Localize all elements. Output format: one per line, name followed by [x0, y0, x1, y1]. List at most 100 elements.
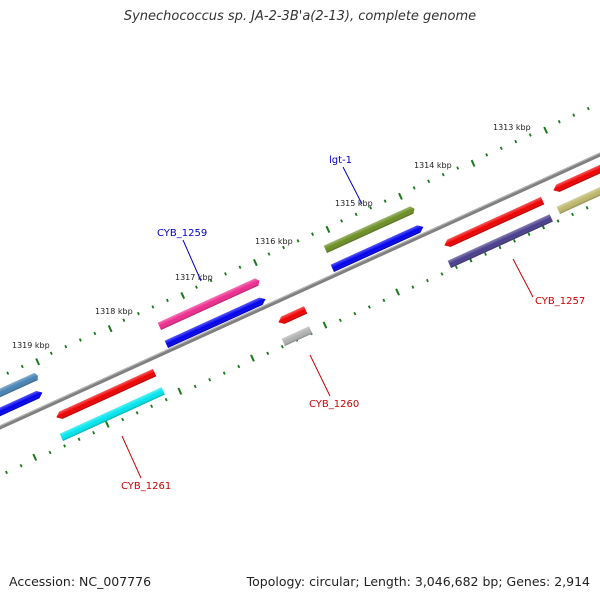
- gene-label-cyb1260[interactable]: CYB_1260: [309, 399, 359, 410]
- upper-major-tick: [252, 258, 258, 267]
- lower-minor-tick: [338, 318, 342, 322]
- lower-minor-tick: [382, 298, 386, 303]
- upper-minor-tick: [412, 186, 416, 190]
- callout-line-cyb1260: [309, 354, 331, 397]
- lower-minor-tick: [77, 437, 81, 442]
- upper-minor-tick: [340, 219, 344, 223]
- upper-minor-tick: [136, 311, 140, 316]
- scale-ticks-lower: [5, 206, 589, 475]
- lower-minor-tick: [556, 219, 560, 223]
- upper-minor-tick: [64, 344, 68, 349]
- lower-minor-tick: [585, 206, 589, 210]
- genome-backbone-highlight: [0, 152, 600, 427]
- upper-major-tick: [180, 291, 186, 300]
- callout-line-cyb1261: [121, 435, 142, 479]
- upper-minor-tick: [557, 120, 561, 124]
- lower-minor-tick: [425, 278, 429, 283]
- callout-line-cyb1259: [182, 239, 202, 282]
- upper-minor-tick: [514, 139, 518, 144]
- upper-minor-tick: [165, 298, 169, 303]
- lower-minor-tick: [19, 464, 23, 468]
- upper-minor-tick: [20, 364, 24, 369]
- upper-minor-tick: [427, 179, 431, 184]
- lower-minor-tick: [121, 417, 125, 422]
- lower-major-tick: [395, 288, 400, 296]
- upper-minor-tick: [296, 239, 300, 243]
- upper-minor-tick: [6, 371, 10, 375]
- lower-minor-tick: [237, 364, 241, 369]
- scale-labels: 1313 kbp 1314 kbp 1315 kbp 1316 kbp 1317…: [12, 123, 531, 350]
- lower-major-tick: [32, 453, 38, 461]
- gene-label-cyb1261[interactable]: CYB_1261: [121, 481, 171, 492]
- gene-blue-lgt1[interactable]: [330, 223, 425, 272]
- lower-minor-tick: [513, 239, 516, 243]
- upper-major-tick: [398, 192, 403, 200]
- scale-ticks-upper: [6, 106, 590, 375]
- lower-minor-tick: [135, 411, 139, 415]
- upper-minor-tick: [354, 212, 358, 217]
- upper-minor-tick: [224, 272, 227, 276]
- lower-minor-tick: [48, 450, 52, 455]
- gene-slate-cyb1257[interactable]: [447, 214, 553, 268]
- upper-minor-tick: [311, 232, 315, 236]
- upper-minor-tick: [151, 305, 155, 309]
- gene-red-cyb1261[interactable]: [55, 368, 157, 421]
- gene-cyan-cyb1261[interactable]: [59, 387, 165, 441]
- scale-label-1316: 1316 kbp: [255, 237, 293, 246]
- gene-magenta-cyb1259[interactable]: [157, 277, 261, 330]
- gene-olive-lgt1[interactable]: [323, 205, 416, 253]
- upper-minor-tick: [209, 278, 213, 283]
- scale-label-1319: 1319 kbp: [12, 341, 50, 350]
- lower-major-tick: [322, 321, 328, 329]
- gene-label-cyb1257[interactable]: CYB_1257: [535, 296, 585, 307]
- lower-minor-tick: [222, 371, 226, 375]
- genome-backbone: [0, 152, 600, 430]
- lower-minor-tick: [63, 444, 67, 448]
- gene-grey-cyb1260[interactable]: [281, 326, 313, 346]
- upper-minor-tick: [282, 245, 286, 250]
- upper-major-tick: [325, 225, 331, 234]
- lower-minor-tick: [193, 384, 197, 389]
- scale-label-1313: 1313 kbp: [493, 123, 531, 132]
- lower-major-tick: [177, 387, 183, 395]
- upper-minor-tick: [485, 153, 489, 157]
- upper-minor-tick: [93, 331, 97, 336]
- lower-minor-tick: [266, 351, 270, 356]
- lower-minor-tick: [498, 245, 502, 250]
- gene-red-cyb1257[interactable]: [443, 196, 545, 249]
- scale-label-1318: 1318 kbp: [95, 307, 133, 316]
- genome-summary-text: Topology: circular; Length: 3,046,682 bp…: [246, 574, 590, 589]
- lower-minor-tick: [367, 305, 371, 309]
- upper-major-tick: [107, 324, 113, 333]
- upper-minor-tick: [369, 206, 373, 210]
- callout-line-cyb1257: [512, 258, 534, 298]
- upper-minor-tick: [499, 146, 503, 150]
- lower-minor-tick: [92, 430, 96, 435]
- gene-label-cyb1259[interactable]: CYB_1259: [157, 228, 207, 239]
- upper-minor-tick: [383, 199, 387, 203]
- page-title: Synechococcus sp. JA-2-3B'a(2-13), compl…: [123, 9, 477, 24]
- upper-minor-tick: [456, 166, 460, 170]
- lower-minor-tick: [571, 212, 575, 217]
- gene-khaki-right[interactable]: [556, 181, 600, 214]
- lower-minor-tick: [164, 397, 168, 402]
- scale-label-1314: 1314 kbp: [414, 161, 452, 170]
- gene-label-lgt1[interactable]: lgt-1: [329, 155, 352, 166]
- gene-steel-left[interactable]: [0, 372, 39, 400]
- upper-major-tick: [470, 159, 476, 167]
- upper-minor-tick: [586, 106, 590, 111]
- gene-red-cyb1260[interactable]: [277, 306, 308, 326]
- lower-major-tick: [250, 354, 255, 362]
- accession-text: Accession: NC_007776: [9, 574, 152, 589]
- scale-label-1315: 1315 kbp: [335, 199, 373, 208]
- lower-minor-tick: [440, 272, 444, 276]
- lower-minor-tick: [280, 344, 284, 349]
- gene-red-right[interactable]: [552, 161, 600, 194]
- gene-blue-cyb1259[interactable]: [164, 296, 268, 348]
- gene-blue-left[interactable]: [0, 389, 44, 419]
- upper-minor-tick: [441, 172, 445, 177]
- upper-minor-tick: [528, 133, 532, 137]
- upper-major-tick: [543, 126, 549, 134]
- upper-major-tick: [35, 358, 41, 366]
